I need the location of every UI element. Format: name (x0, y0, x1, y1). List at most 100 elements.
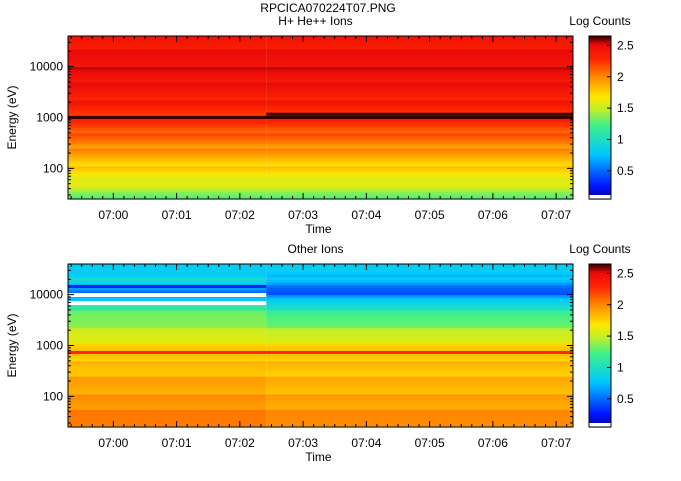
heatmap-band-after (266, 150, 573, 154)
heatmap-band-before (68, 97, 267, 101)
panel-title: Other Ions (287, 242, 343, 256)
x-tick-label: 07:00 (98, 436, 128, 450)
colorbar-cell (589, 188, 611, 192)
colorbar-cell (589, 280, 611, 283)
colorbar-cell (589, 119, 611, 123)
colorbar-cell (589, 101, 611, 104)
panel-title: H+ He++ Ions (278, 14, 352, 28)
heatmap-band-after (266, 320, 573, 324)
x-tick-label: 07:03 (288, 208, 318, 222)
x-tick-label: 07:06 (478, 436, 508, 450)
colorbar-tick-label: 2 (617, 298, 624, 312)
heatmap-band-before (68, 191, 267, 195)
heatmap-band-after (266, 393, 573, 398)
heatmap-band-after (266, 302, 573, 306)
colorbar-cell (589, 310, 611, 314)
colorbar-cell (589, 180, 611, 184)
colorbar-cell (589, 44, 611, 47)
colorbar-empty-cell (589, 423, 611, 427)
colorbar-cell (589, 410, 611, 414)
heatmap-band-before (68, 360, 267, 364)
colorbar-cell (589, 172, 611, 176)
heatmap-band-before (68, 286, 267, 291)
heatmap-band-after (266, 102, 573, 106)
figure-title: RPCICA070224T07.PNG (260, 1, 395, 15)
colorbar-cell (589, 355, 611, 359)
colorbar-cell (589, 66, 611, 70)
heatmap-band-before (68, 86, 267, 91)
heatmap-band-before (68, 142, 267, 147)
heatmap-band-before (68, 396, 267, 400)
heatmap-band-after (266, 340, 573, 344)
heatmap-band-before (68, 92, 267, 96)
colorbar-cell (589, 143, 611, 147)
colorbar-tick-label: 1 (617, 132, 624, 146)
heatmap-band-before (68, 99, 267, 103)
heatmap-band-before (68, 168, 267, 172)
colorbar-cell (589, 84, 611, 88)
colorbar-cell (589, 74, 611, 78)
colorbar-cell (589, 312, 611, 316)
colorbar-cell (589, 400, 611, 404)
heatmap-band-before (68, 342, 267, 347)
colorbar-cell (589, 276, 611, 279)
colorbar-cell (589, 274, 611, 277)
heatmap-band-after (266, 289, 573, 293)
colorbar-cell (589, 38, 611, 41)
heatmap-band-after (266, 322, 573, 326)
heatmap-band-before (68, 53, 267, 57)
heatmap-band-after (266, 286, 573, 291)
heatmap-band-after (266, 173, 573, 177)
colorbar-cell (589, 345, 611, 349)
y-tick-label: 10000 (30, 60, 64, 74)
heatmap-band-before (68, 404, 267, 408)
heatmap-band-before (68, 411, 267, 415)
heatmap-band-after (266, 307, 573, 311)
heatmap-band-after (266, 163, 573, 167)
heatmap-band-after (266, 404, 573, 408)
x-tick-label: 07:07 (541, 208, 571, 222)
heatmap-band-after (266, 391, 573, 395)
colorbar-cell (589, 68, 611, 72)
heatmap-band-after (266, 61, 573, 65)
colorbar-cell (589, 80, 611, 84)
colorbar-cell (589, 60, 611, 64)
heatmap-band-after (266, 176, 573, 180)
colorbar-cell (589, 347, 611, 351)
colorbar-cell (589, 72, 611, 76)
heatmap-band-after (266, 309, 573, 313)
colorbar-cell (589, 62, 611, 66)
colorbar-cell (589, 152, 611, 155)
heatmap-band-before (68, 320, 267, 324)
colorbar-cell (589, 284, 611, 288)
y-tick-label: 100 (43, 389, 63, 403)
panels: H+ He++ Ions Time Energy (eV) 100 1000 10000 0… (5, 14, 634, 464)
y-axis-label: Energy (eV) (5, 85, 19, 149)
heatmap-band-before (68, 176, 267, 180)
heatmap-band-after (266, 276, 573, 280)
heatmap-band-after (266, 378, 573, 382)
heatmap-band-before (68, 304, 267, 308)
heatmap-band-after (266, 196, 573, 200)
colorbar-cell (589, 420, 611, 424)
heatmap-band-after (266, 137, 573, 142)
heatmap-band-before (68, 69, 267, 73)
heatmap-band-after (266, 69, 573, 73)
heatmap-band-after (266, 117, 573, 121)
heatmap-band-after (266, 155, 573, 159)
colorbar-cell (589, 174, 611, 178)
heatmap-band-after (266, 71, 573, 75)
heatmap-band-after (266, 51, 573, 55)
heatmap-band-before (68, 46, 267, 50)
heatmap-band-before (68, 378, 267, 382)
heatmap-band-after (266, 81, 573, 85)
colorbar-cell (589, 91, 611, 94)
heatmap-band-after (266, 297, 573, 301)
heatmap-band-before (68, 381, 267, 385)
heatmap-band-after (266, 388, 573, 392)
colorbar-tick-label: 0.5 (617, 392, 634, 406)
colorbar-cell (589, 414, 611, 418)
colorbar-cell (589, 302, 611, 306)
heatmap-band-before (68, 337, 267, 342)
colorbar-cell (589, 282, 611, 285)
